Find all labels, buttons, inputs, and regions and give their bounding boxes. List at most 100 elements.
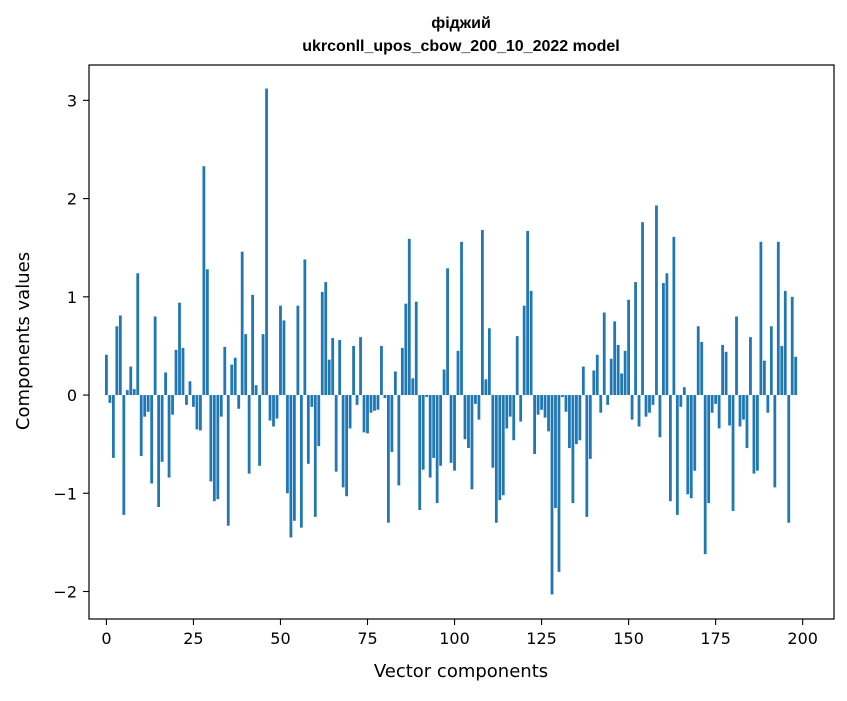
- bar-185: [749, 337, 752, 396]
- bar-135: [574, 395, 578, 445]
- bar-120: [522, 305, 526, 396]
- bar-78: [376, 395, 380, 410]
- x-tick-label: 125: [526, 629, 557, 648]
- y-axis-ticks: −2 −1 0 1 2 3: [53, 91, 89, 601]
- bar-118: [515, 336, 519, 396]
- bar-107: [477, 395, 481, 420]
- x-axis-ticks: 0 25 50 75 100 125 150 175 200: [101, 619, 818, 648]
- plot-frame: [88, 64, 835, 620]
- bar-125: [540, 395, 543, 410]
- y-tick-label: 2: [67, 190, 77, 209]
- bar-56: [299, 395, 303, 528]
- bar-147: [616, 344, 620, 396]
- bar-108: [481, 230, 484, 396]
- bar-80: [383, 395, 387, 398]
- bar-59: [310, 395, 314, 407]
- bar-1: [108, 395, 112, 403]
- bar-198: [794, 356, 798, 396]
- bar-53: [289, 395, 293, 538]
- bar-196: [787, 395, 791, 523]
- bar-89: [414, 301, 418, 396]
- bar-45: [261, 334, 265, 396]
- bar-132: [564, 395, 568, 412]
- bar-8: [132, 389, 136, 396]
- bar-71: [352, 345, 355, 396]
- bar-179: [728, 395, 731, 426]
- bar-110: [487, 328, 491, 396]
- y-tick-label: 0: [67, 386, 77, 405]
- bar-148: [620, 373, 624, 396]
- bar-67: [338, 340, 342, 396]
- bar-55: [296, 305, 300, 396]
- bar-160: [662, 283, 665, 396]
- bar-32: [216, 395, 220, 500]
- bar-65: [331, 338, 335, 396]
- bar-133: [568, 395, 571, 449]
- bar-24: [188, 381, 192, 396]
- bar-30: [209, 395, 213, 482]
- bar-12: [146, 395, 150, 412]
- y-tick-label: −1: [53, 484, 77, 503]
- y-tick-label: 1: [67, 288, 77, 307]
- bar-7: [129, 366, 133, 396]
- bar-9: [136, 273, 140, 396]
- bar-155: [644, 395, 648, 417]
- bar-64: [327, 359, 331, 396]
- bars-group: [105, 88, 798, 595]
- bar-182: [738, 395, 742, 427]
- bar-144: [606, 395, 610, 405]
- bar-164: [675, 395, 679, 515]
- bar-36: [230, 364, 234, 396]
- bar-115: [505, 395, 509, 429]
- bar-92: [425, 395, 429, 397]
- bar-119: [519, 395, 523, 422]
- bar-40: [244, 334, 248, 396]
- bar-138: [585, 395, 589, 517]
- bar-14: [153, 316, 157, 396]
- bar-142: [599, 395, 603, 413]
- bar-172: [703, 395, 707, 555]
- bar-187: [756, 395, 759, 471]
- bar-174: [710, 395, 714, 413]
- bar-85: [400, 347, 404, 396]
- bar-173: [707, 395, 711, 504]
- bar-151: [630, 395, 634, 420]
- bar-106: [474, 395, 477, 404]
- bar-102: [460, 241, 463, 396]
- bar-127: [547, 395, 550, 432]
- bar-158: [655, 205, 658, 396]
- bar-83: [393, 371, 397, 396]
- bar-31: [212, 395, 216, 502]
- bar-143: [602, 312, 606, 396]
- bar-86: [404, 303, 408, 396]
- bar-139: [588, 395, 592, 459]
- chart-subtitle: ukrconll_upos_cbow_200_10_2022 model: [302, 38, 619, 55]
- bar-95: [435, 395, 439, 504]
- bar-146: [613, 321, 617, 396]
- bar-175: [714, 395, 718, 404]
- bar-195: [783, 290, 787, 396]
- bar-193: [776, 241, 780, 396]
- bar-69: [345, 395, 349, 497]
- bar-2: [111, 395, 115, 458]
- x-tick-label: 50: [270, 629, 290, 648]
- bar-105: [470, 395, 474, 490]
- x-axis-label: Vector components: [374, 661, 548, 682]
- bar-29: [205, 269, 209, 396]
- bar-39: [240, 251, 244, 396]
- bar-49: [275, 395, 279, 419]
- bar-50: [279, 305, 282, 396]
- bar-137: [581, 366, 585, 396]
- bar-74: [362, 395, 366, 433]
- bar-54: [293, 395, 296, 521]
- bar-154: [641, 222, 644, 396]
- bar-181: [735, 316, 738, 396]
- bar-47: [268, 395, 272, 421]
- bar-130: [557, 395, 561, 572]
- bar-37: [233, 357, 237, 396]
- bar-51: [282, 320, 286, 396]
- bar-122: [529, 290, 533, 396]
- bar-163: [672, 236, 676, 396]
